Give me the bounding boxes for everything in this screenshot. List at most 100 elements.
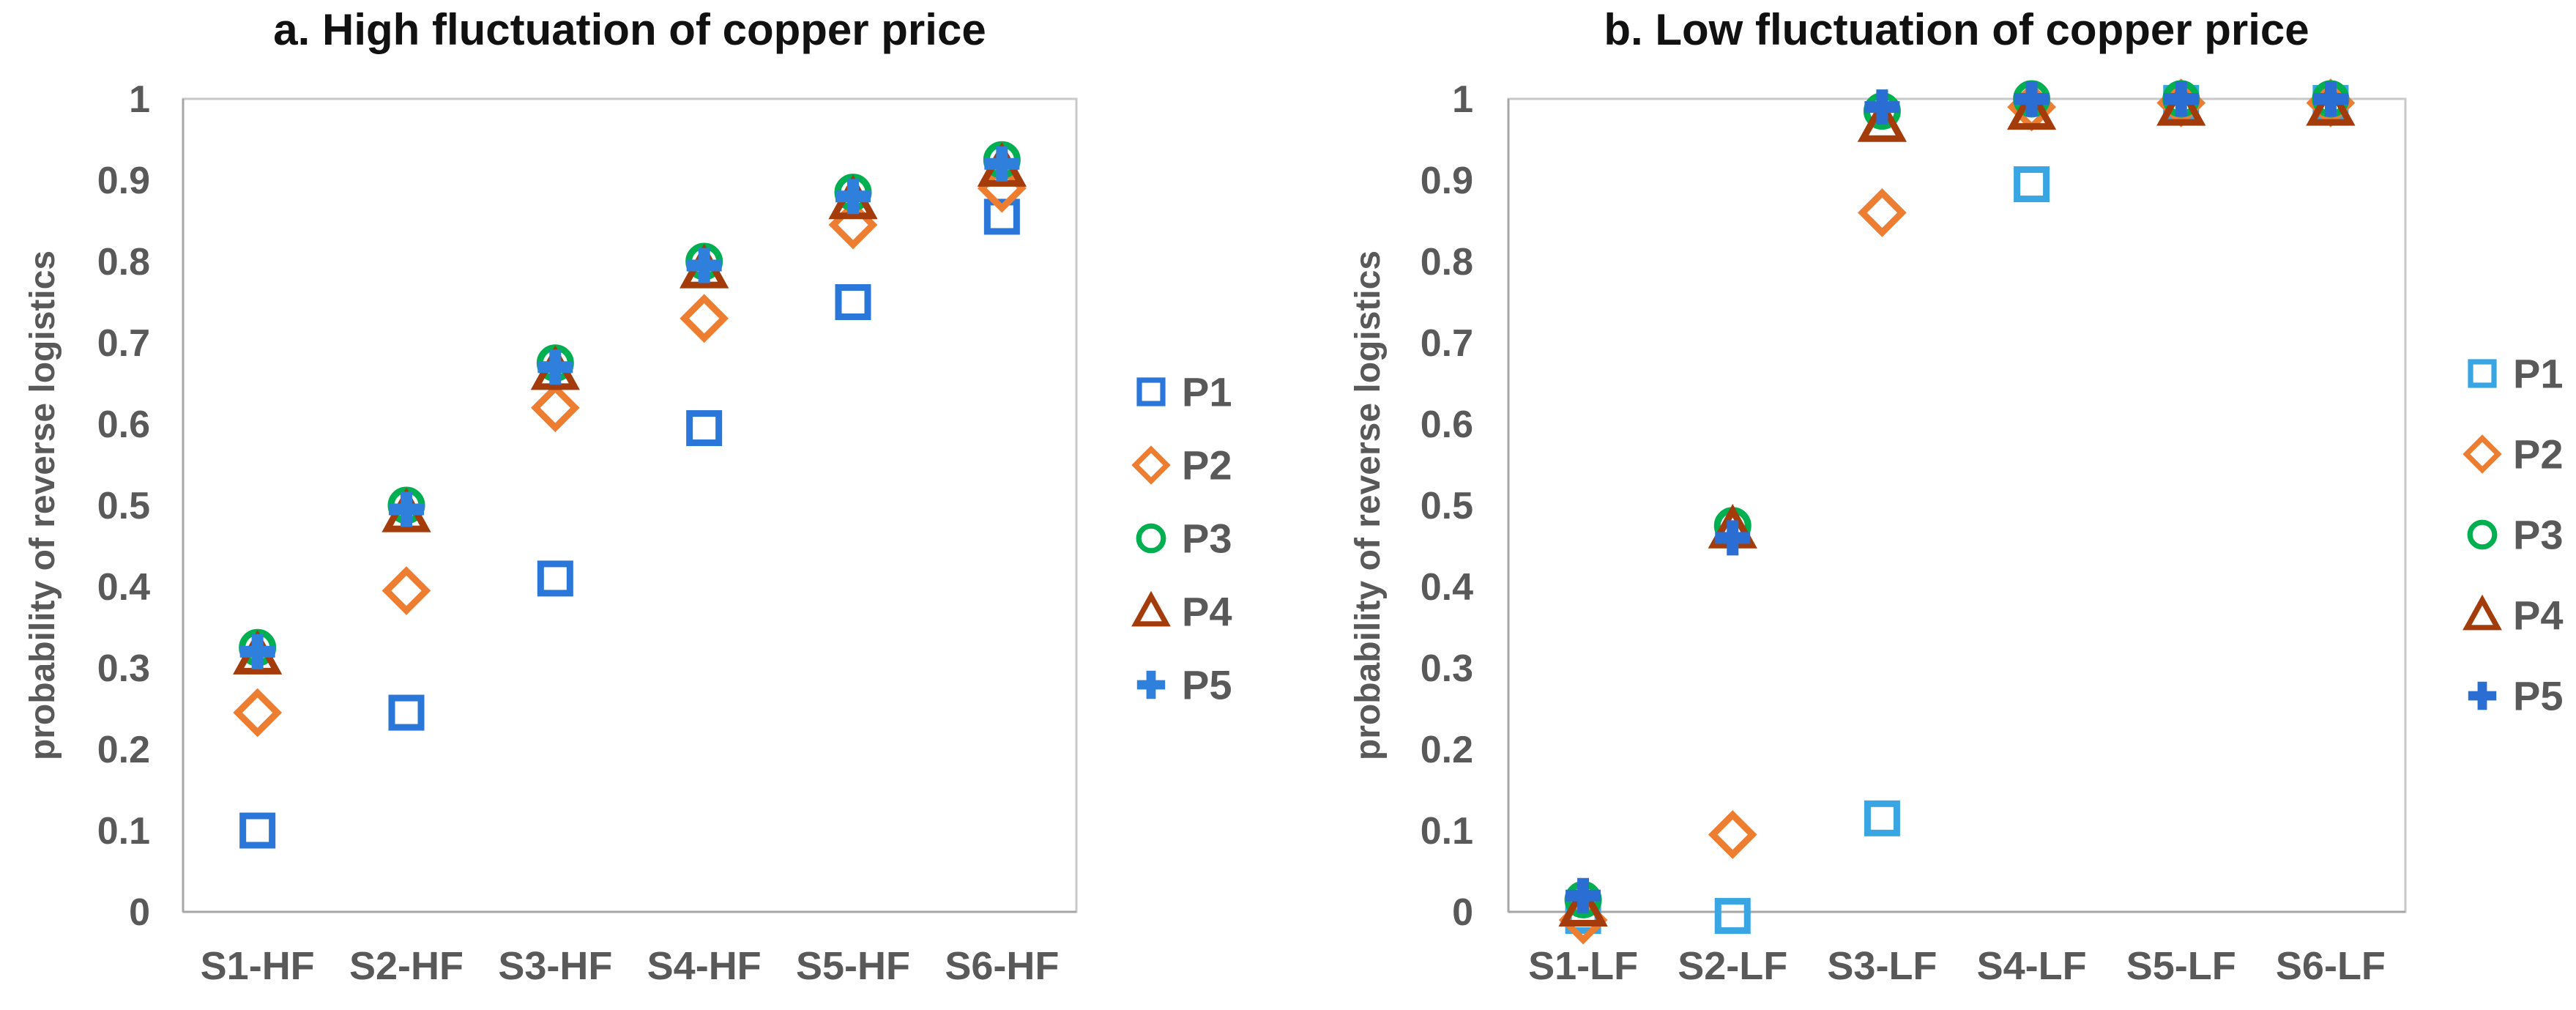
legend-label: P1 (2513, 351, 2564, 397)
legend-label: P2 (2513, 431, 2564, 478)
marker-p1 (1714, 898, 1751, 935)
marker-p4 (1558, 882, 1608, 927)
marker-p1 (537, 560, 573, 597)
legend-marker-p5 (2468, 681, 2497, 710)
legend-marker-p1 (1136, 377, 1166, 406)
legend-marker-p3 (2467, 519, 2498, 550)
x-category-label: S1-LF (1528, 944, 1638, 988)
chart-a-plot-area: 1 0.9 0.8 0.7 0.6 0.5 0.4 0.3 0.2 0.1 0 S1-HF S2-HF S… (97, 78, 1078, 988)
marker-p5 (2312, 81, 2348, 116)
y-tick-label: 0.4 (1421, 566, 1473, 609)
marker-p2 (1858, 188, 1907, 237)
x-category-label: S4-LF (1977, 944, 2087, 988)
x-category-label: S6-LF (2276, 944, 2386, 988)
y-tick-label: 0.9 (1421, 160, 1473, 202)
legend-label: P3 (1182, 516, 1232, 562)
y-tick-label: 0.5 (97, 485, 150, 527)
legend-label: P5 (1182, 662, 1232, 708)
x-category-label: S1-HF (201, 944, 315, 988)
plot-border (182, 97, 1078, 913)
y-tick-label: 0.7 (97, 322, 150, 365)
y-tick-label: 1 (129, 78, 150, 121)
legend-marker-p5 (1136, 670, 1166, 699)
y-tick-label: 0.1 (1421, 810, 1473, 853)
y-tick-label: 1 (1452, 78, 1473, 121)
chart-a-title: a. High fluctuation of copper price (273, 5, 986, 54)
y-tick-label: 0 (129, 891, 150, 934)
marker-p5 (537, 349, 573, 385)
legend-item-p3: P3 (2467, 512, 2564, 558)
x-category-label: S6-HF (945, 944, 1059, 988)
x-category-label: S4-HF (647, 944, 762, 988)
y-tick-label: 0 (1452, 891, 1473, 934)
plot-border (1507, 97, 2407, 913)
legend-marker-p2 (1131, 445, 1171, 485)
y-tick-label: 0.6 (97, 404, 150, 446)
marker-p2 (233, 688, 283, 738)
y-tick-label: 0.5 (1421, 485, 1473, 527)
marker-p4 (2006, 85, 2057, 130)
marker-p2 (1708, 810, 1757, 859)
legend-item-p1: P1 (1136, 369, 1232, 415)
legend-marker-p4 (1131, 590, 1171, 627)
marker-p4 (2306, 81, 2356, 126)
y-tick-label: 0.2 (1421, 729, 1473, 771)
marker-p5 (835, 179, 871, 215)
legend-item-p2: P2 (2463, 431, 2564, 478)
legend-item-p5: P5 (2468, 673, 2564, 719)
y-tick-label: 0.8 (1421, 241, 1473, 283)
legend-label: P2 (1182, 442, 1232, 489)
legend-label: P4 (1182, 589, 1232, 635)
legend-label: P3 (2513, 512, 2564, 558)
marker-p1 (835, 284, 871, 320)
marker-p1 (1864, 800, 1900, 836)
chart-b-plot-area: 1 0.9 0.8 0.7 0.6 0.5 0.4 0.3 0.2 0.1 0 S1-LF S2-LF S… (1421, 78, 2407, 988)
x-category-label: S2-LF (1678, 944, 1787, 988)
marker-p1 (686, 410, 723, 447)
marker-p2 (530, 383, 580, 433)
marker-p5 (2163, 81, 2199, 116)
y-tick-label: 0.4 (97, 566, 150, 609)
marker-p5 (2014, 81, 2050, 116)
legend-marker-p4 (2463, 594, 2502, 631)
legend-marker-p1 (2468, 359, 2497, 388)
marker-p4 (2156, 81, 2206, 126)
chart-b-group: b. Low fluctuation of copper price proba… (1349, 5, 2564, 988)
marker-p1 (388, 694, 425, 731)
marker-p1 (983, 198, 1020, 235)
marker-p5 (239, 634, 275, 669)
marker-p5 (686, 248, 722, 283)
legend-marker-p2 (2463, 434, 2502, 474)
marker-p2 (680, 294, 729, 344)
chart-b-title: b. Low fluctuation of copper price (1604, 5, 2309, 54)
y-tick-label: 0.6 (1421, 404, 1473, 446)
y-tick-label: 0.7 (1421, 322, 1473, 365)
x-category-label: S3-LF (1827, 944, 1937, 988)
legend-item-p3: P3 (1136, 516, 1232, 562)
marker-p5 (389, 491, 424, 527)
legend-item-p4: P4 (2463, 593, 2564, 639)
x-category-label: S5-LF (2126, 944, 2236, 988)
chart-b-legend: P1 P2 P3 P4 P5 (2463, 351, 2564, 719)
y-tick-label: 0.8 (97, 241, 150, 283)
legend-label: P5 (2513, 673, 2564, 719)
legend-item-p2: P2 (1131, 442, 1232, 489)
y-tick-label: 0.3 (1421, 647, 1473, 690)
marker-p5 (1715, 520, 1751, 556)
legend-item-p5: P5 (1136, 662, 1232, 708)
chart-a-legend: P1 P2 P3 P4 P5 (1131, 369, 1232, 708)
legend-marker-p3 (1136, 523, 1166, 554)
x-category-label: S5-HF (796, 944, 910, 988)
x-category-label: S2-HF (349, 944, 464, 988)
y-tick-label: 0.9 (97, 160, 150, 202)
y-tick-label: 0.1 (97, 810, 150, 853)
y-tick-label: 0.2 (97, 729, 150, 771)
chart-a-group: a. High fluctuation of copper price prob… (23, 5, 1232, 988)
marker-p1 (2014, 166, 2050, 203)
legend-item-p4: P4 (1131, 589, 1232, 635)
marker-p4 (1857, 97, 1907, 142)
marker-p1 (239, 812, 276, 849)
marker-p2 (381, 566, 431, 615)
marker-p5 (984, 146, 1020, 182)
